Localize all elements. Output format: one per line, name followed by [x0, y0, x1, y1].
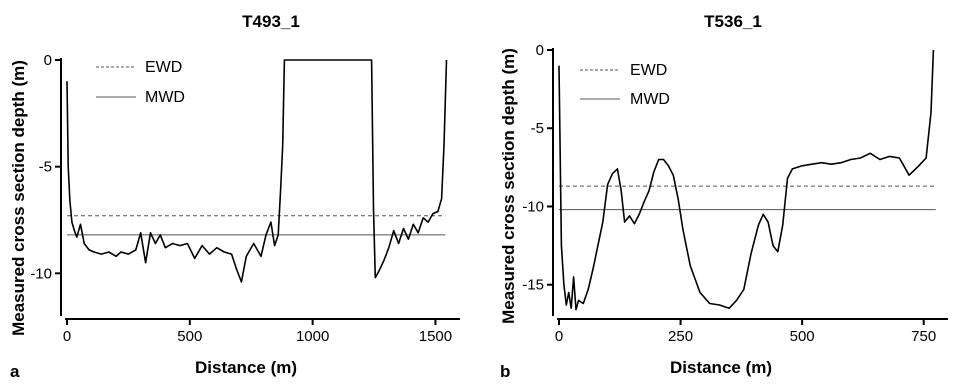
chart-a-xtick-label: 1000 [296, 328, 329, 345]
chart-b-ytick-label: -10 [522, 198, 544, 215]
chart-b-title: T536_1 [704, 12, 762, 31]
chart-a-xlabel: Distance (m) [195, 358, 297, 377]
chart-b-xtick-label: 500 [790, 328, 815, 345]
chart-a-depth-profile-line [66, 59, 448, 283]
chart-b-legend: EWD MWD [580, 62, 670, 108]
chart-b-ytick-label: -15 [522, 277, 544, 294]
chart-a-ytick-label: 0 [44, 52, 52, 69]
chart-b-xtick-label: 750 [911, 328, 936, 345]
chart-b-ytick-label: 0 [536, 42, 544, 59]
chart-a-xtick-label: 1500 [419, 328, 452, 345]
chart-b-ytick-label: -5 [531, 120, 544, 137]
chart-a-legend-mwd-label: MWD [145, 89, 185, 106]
chart-a-legend: EWD MWD [96, 59, 185, 106]
chart-b-depth-profile-line [558, 49, 935, 311]
chart-panel-a: T493_1 EWD MWD Distance (m) Measured cro… [9, 12, 460, 381]
chart-a-ytick-label: -5 [39, 159, 52, 176]
chart-b-xtick-label: 250 [668, 328, 693, 345]
chart-a-xtick-label: 500 [177, 328, 202, 345]
chart-a-xtick-label: 0 [63, 328, 71, 345]
chart-b-ylabel: Measured cross section depth (m) [499, 48, 518, 324]
chart-a-legend-ewd-label: EWD [145, 59, 182, 76]
chart-b-legend-ewd-label: EWD [630, 62, 667, 79]
chart-b-xlabel: Distance (m) [670, 358, 772, 377]
chart-b-xtick-label: 0 [555, 328, 563, 345]
chart-a-panel-label: a [10, 362, 20, 381]
chart-a-title: T493_1 [242, 12, 300, 31]
chart-b-legend-mwd-label: MWD [630, 91, 670, 108]
chart-a-ytick-label: -10 [30, 265, 52, 282]
chart-panel-b: T536_1 EWD MWD Distance (m) Measured cro… [499, 12, 948, 381]
chart-a-ylabel: Measured cross section depth (m) [9, 60, 28, 336]
chart-b-panel-label: b [500, 362, 510, 381]
